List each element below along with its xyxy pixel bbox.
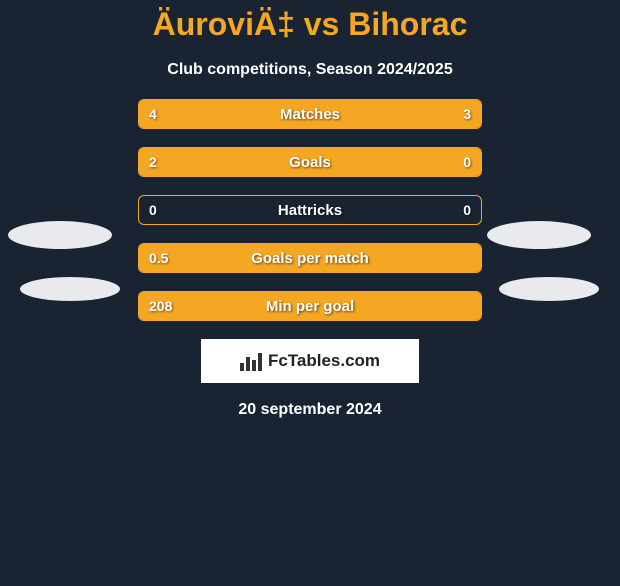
site-logo[interactable]: FcTables.com — [201, 339, 419, 383]
comparison-stage: 43Matches20Goals00Hattricks0.5Goals per … — [0, 99, 620, 419]
snapshot-date: 20 september 2024 — [0, 401, 620, 419]
stat-value-right: 0 — [453, 196, 481, 224]
stat-value-left: 2 — [139, 148, 167, 176]
site-logo-text: FcTables.com — [268, 351, 380, 371]
chart-icon — [240, 351, 262, 371]
stat-value-left: 4 — [139, 100, 167, 128]
page-subtitle: Club competitions, Season 2024/2025 — [0, 61, 620, 79]
stat-value-left: 0 — [139, 196, 167, 224]
stat-row-matches: 43Matches — [138, 99, 482, 129]
player-left-avatar-small — [20, 277, 120, 301]
stat-row-goals: 20Goals — [138, 147, 482, 177]
stat-fill-left — [139, 244, 481, 272]
player-left-avatar-large — [8, 221, 112, 249]
player-right-avatar-small — [499, 277, 599, 301]
page-title: ÄuroviÄ‡ vs Bihorac — [0, 6, 620, 43]
stat-fill-left — [139, 100, 334, 128]
stat-value-right: 3 — [453, 100, 481, 128]
stat-fill-left — [139, 148, 402, 176]
stat-value-right: 0 — [453, 148, 481, 176]
stat-value-left: 208 — [139, 292, 182, 320]
player-right-avatar-large — [487, 221, 591, 249]
stat-row-min-per-goal: 208Min per goal — [138, 291, 482, 321]
stat-row-goals-per-match: 0.5Goals per match — [138, 243, 482, 273]
comparison-bars: 43Matches20Goals00Hattricks0.5Goals per … — [138, 99, 482, 321]
stat-label: Hattricks — [139, 196, 481, 224]
stat-row-hattricks: 0 0Hattricks — [138, 195, 482, 225]
stat-fill-left — [139, 292, 481, 320]
stat-value-left: 0.5 — [139, 244, 178, 272]
